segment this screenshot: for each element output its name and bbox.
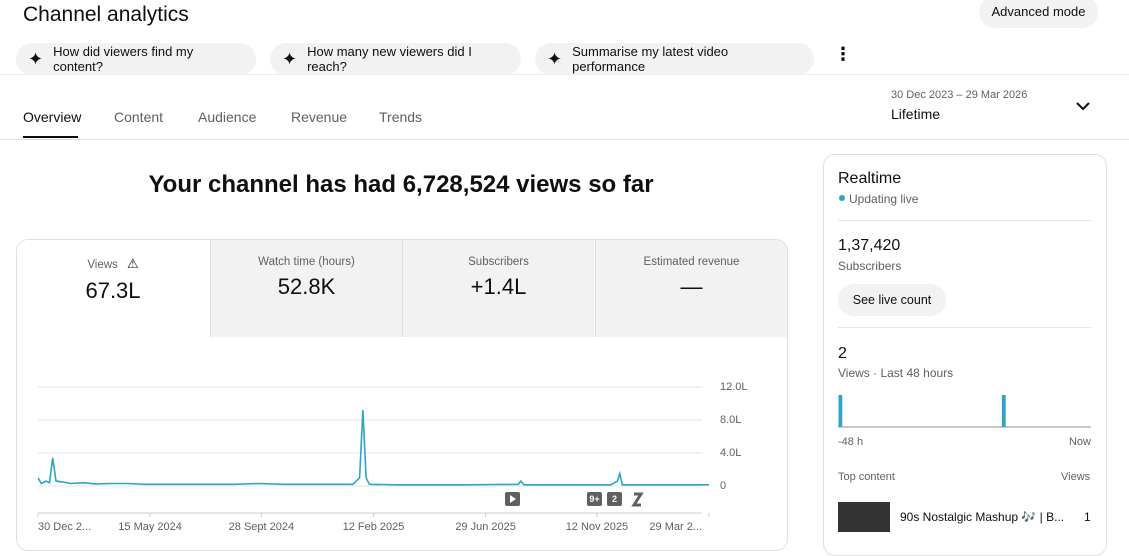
realtime-chart: -48 h Now xyxy=(838,395,1091,448)
prompt-text: Summarise my latest video performance xyxy=(572,44,729,74)
metric-tile[interactable]: Views ⚠ 67.3L xyxy=(17,240,209,337)
play-icon xyxy=(510,495,516,503)
metric-value: 67.3L xyxy=(85,278,141,303)
x-tick-label: 29 Jun 2025 xyxy=(455,521,516,533)
metric-label: Estimated revenue xyxy=(643,256,740,268)
x-tick-label: 29 Mar 2... xyxy=(649,521,702,533)
video-marker xyxy=(587,492,602,506)
metric-value: 52.8K xyxy=(277,274,336,299)
realtime-views: 2 xyxy=(838,345,847,362)
prompt-text: How did viewers find my content? xyxy=(53,44,194,74)
video-views: 1 xyxy=(1084,510,1091,524)
advanced-mode-button[interactable]: Advanced mode xyxy=(979,0,1098,28)
metric-label: Watch time (hours) xyxy=(258,256,355,268)
x-tick-label: 12 Feb 2025 xyxy=(343,521,405,533)
live-dot xyxy=(839,195,845,201)
divider xyxy=(838,327,1091,328)
column-label: Views xyxy=(1061,471,1091,483)
divider xyxy=(0,74,1129,75)
page-title: Channel analytics xyxy=(23,3,189,26)
prompt-text: How many new viewers did I reach? xyxy=(307,44,472,74)
dropdown-arrow[interactable] xyxy=(1075,100,1091,112)
live-count-button[interactable]: See live count xyxy=(838,284,946,316)
tab[interactable]: Revenue xyxy=(291,109,348,125)
realtime-bar xyxy=(838,395,843,427)
headline: Your channel has had 6,728,524 views so … xyxy=(148,171,654,198)
realtime-status: Updating live xyxy=(849,192,919,206)
metric-tile[interactable]: Subscribers +1.4L xyxy=(402,240,594,337)
metric-tile[interactable]: Watch time (hours) 52.8K xyxy=(210,240,402,337)
subscriber-label: Subscribers xyxy=(838,259,902,273)
y-tick-label: 0 xyxy=(720,480,726,492)
realtime-axis-label: Now xyxy=(1069,436,1091,448)
tab-underline xyxy=(23,136,78,138)
tab[interactable]: Overview xyxy=(23,109,82,125)
section-label: Top content xyxy=(838,471,895,483)
marker-count: 9+ xyxy=(589,494,599,504)
realtime-views-label: Views · Last 48 hours xyxy=(838,366,954,380)
metric-value: +1.4L xyxy=(470,274,527,299)
subscriber-count: 1,37,420 xyxy=(838,237,901,254)
realtime-card xyxy=(823,154,1107,556)
date-preset[interactable]: Lifetime xyxy=(891,106,941,122)
metric-label: Subscribers xyxy=(468,256,529,268)
x-tick-label: 30 Dec 2... xyxy=(38,521,91,533)
video-thumbnail[interactable] xyxy=(838,502,890,532)
tab[interactable]: Audience xyxy=(198,109,257,125)
realtime-axis-label: -48 h xyxy=(838,436,863,448)
views-chart: 0 4.0L 8.0L 12.0L 30 Dec 2... 15 May 2024 28 S… xyxy=(37,381,748,533)
marker-count: 2 xyxy=(612,494,617,504)
tab[interactable]: Trends xyxy=(379,109,423,125)
video-title[interactable]: 90s Nostalgic Mashup 🎶 | B... xyxy=(900,510,1065,524)
x-tick-label: 12 Nov 2025 xyxy=(566,521,628,533)
divider xyxy=(838,220,1091,221)
y-tick-label: 12.0L xyxy=(720,381,748,393)
video-marker xyxy=(607,492,622,506)
tab[interactable]: Content xyxy=(114,109,164,125)
date-range: 30 Dec 2023 – 29 Mar 2026 xyxy=(891,89,1028,101)
metrics-card: Views ⚠ 67.3L Watch time (hours) 52.8K Sub… xyxy=(16,239,788,551)
more-menu[interactable]: ⋮ xyxy=(834,44,852,64)
y-tick-label: 8.0L xyxy=(720,414,741,426)
prompt-chip[interactable]: ✦ Summarise my latest video performance xyxy=(535,43,814,75)
metric-value: — xyxy=(680,274,703,299)
prompt-chip[interactable]: ✦ How many new viewers did I reach? xyxy=(270,43,521,75)
y-tick-label: 4.0L xyxy=(720,447,741,459)
metric-label: Views xyxy=(87,259,118,271)
x-tick-label: 28 Sept 2024 xyxy=(229,521,294,533)
realtime-title: Realtime xyxy=(838,170,902,187)
metric-tile[interactable]: Estimated revenue — xyxy=(595,240,787,337)
divider xyxy=(0,139,1129,140)
prompt-chip[interactable]: ✦ How did viewers find my content? xyxy=(16,43,256,75)
x-tick-label: 15 May 2024 xyxy=(118,521,182,533)
realtime-bar xyxy=(1001,395,1006,427)
shorts-icon xyxy=(631,492,644,507)
series-line xyxy=(37,410,709,486)
